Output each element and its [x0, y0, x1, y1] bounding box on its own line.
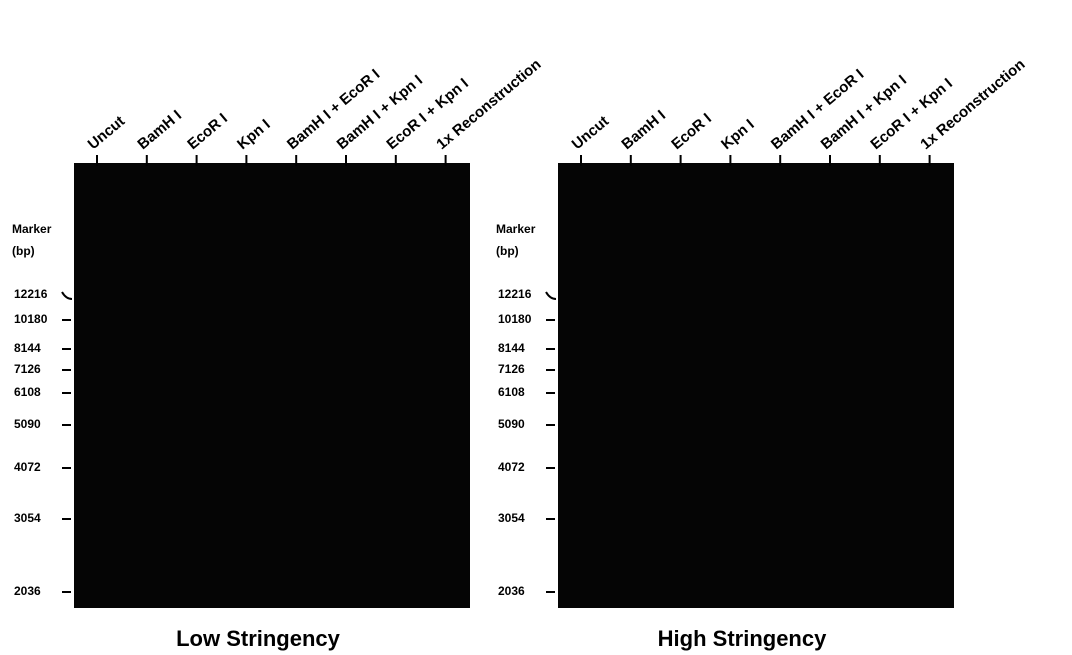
marker-label: 10180 — [14, 312, 48, 326]
marker-unit: (bp) — [12, 244, 35, 258]
marker-label: 4072 — [14, 460, 41, 474]
lane-label: BamH I — [618, 107, 669, 153]
lane-label: Kpn I — [234, 116, 274, 153]
lane-label: Uncut — [569, 113, 612, 153]
marker-label: 4072 — [498, 460, 525, 474]
marker-label: 12216 — [14, 287, 48, 301]
marker-label: 3054 — [498, 511, 525, 525]
marker-label: 7126 — [498, 362, 525, 376]
marker-label: 5090 — [14, 417, 41, 431]
marker-label: 12216 — [498, 287, 532, 301]
lane-label: EcoR I — [668, 110, 715, 153]
marker-tick — [546, 292, 556, 299]
lane-label: Kpn I — [718, 116, 758, 153]
lane-label: BamH I + Kpn I — [334, 72, 426, 153]
marker-title: Marker — [496, 222, 536, 236]
caption: Low Stringency — [176, 626, 341, 651]
marker-tick — [62, 292, 72, 299]
lane-label: BamH I + Kpn I — [818, 72, 910, 153]
lane-label: Uncut — [85, 113, 128, 153]
marker-label: 2036 — [14, 584, 41, 598]
lane-label: BamH I — [134, 107, 185, 153]
marker-label: 8144 — [14, 341, 41, 355]
marker-label: 7126 — [14, 362, 41, 376]
marker-title: Marker — [12, 222, 52, 236]
blot — [74, 163, 470, 608]
marker-label: 5090 — [498, 417, 525, 431]
lane-label: EcoR I — [184, 110, 231, 153]
marker-label: 3054 — [14, 511, 41, 525]
figure: UncutBamH IEcoR IKpn IBamH I + EcoR IBam… — [0, 0, 1072, 655]
caption: High Stringency — [658, 626, 827, 651]
blot — [558, 163, 954, 608]
marker-label: 10180 — [498, 312, 532, 326]
marker-label: 8144 — [498, 341, 525, 355]
marker-label: 6108 — [498, 385, 525, 399]
marker-unit: (bp) — [496, 244, 519, 258]
marker-label: 6108 — [14, 385, 41, 399]
marker-label: 2036 — [498, 584, 525, 598]
